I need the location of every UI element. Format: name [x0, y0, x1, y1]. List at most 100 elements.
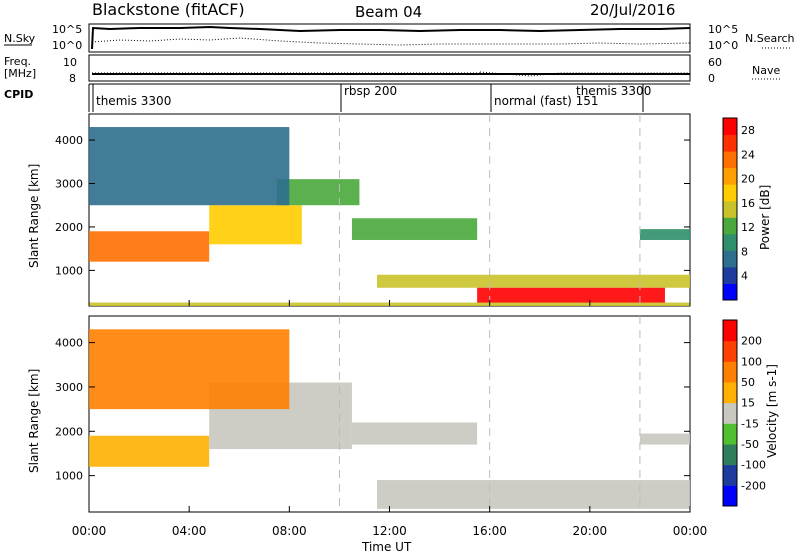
y-tick-label-1: 2000 [55, 425, 83, 438]
nsky-tick-top: 10^5 [52, 23, 82, 36]
nsearch-tick-top: 10^5 [708, 23, 738, 36]
data-region-4 [89, 329, 290, 410]
data-region-0 [89, 231, 210, 262]
colorbar-swatch-2 [723, 250, 737, 268]
velocity-cells [89, 316, 690, 512]
colorbar-tick-3: 15 [741, 397, 755, 410]
colorbar-tick-7: -200 [741, 479, 766, 492]
y-tick-label-0: 1000 [55, 264, 83, 277]
nsearch-tick-bottom: 10^0 [708, 39, 738, 52]
cpid-label: CPID [4, 88, 33, 101]
colorbar-tick-5: -50 [741, 438, 759, 451]
y-tick-label-2: 3000 [55, 381, 83, 394]
nsky-tick-bottom: 10^0 [52, 39, 82, 52]
data-region-2 [351, 422, 478, 445]
colorbar-swatch-7 [723, 167, 737, 185]
colorbar-tick-1: 100 [741, 355, 762, 368]
cpid-segment-1: rbsp 200 [344, 84, 397, 98]
data-region-5 [376, 274, 690, 288]
nave-tick-bottom: 0 [708, 72, 715, 85]
colorbar-swatch-4 [723, 402, 737, 424]
colorbar-swatch-0 [723, 485, 737, 507]
power-yticks: 1000 2000 3000 4000 [55, 134, 690, 277]
power-colorbar: 4 8 12 16 20 24 28 [722, 117, 755, 301]
colorbar-swatch-4 [723, 217, 737, 235]
x-tick-label-5: 20:00 [573, 524, 608, 538]
colorbar-swatch-6 [723, 184, 737, 202]
x-tick-label-1: 04:00 [172, 524, 207, 538]
colorbar-frame [722, 117, 738, 301]
colorbar-tick-4: 20 [741, 173, 755, 186]
colorbar-tick-6: -100 [741, 459, 766, 472]
nsky-trace [91, 25, 691, 50]
data-region-7 [639, 229, 690, 240]
data-region-5 [639, 433, 690, 445]
colorbar-tick-4: -15 [741, 417, 759, 430]
freq-tick-top: 10 [63, 56, 77, 69]
colorbar-swatch-8 [723, 151, 737, 169]
colorbar-tick-1: 8 [741, 245, 748, 258]
colorbar-swatch-5 [723, 382, 737, 404]
cpid-segment-0: themis 3300 [96, 94, 171, 108]
data-region-3 [376, 480, 690, 509]
colorbar-swatch-0 [723, 283, 737, 301]
colorbar-swatch-6 [723, 361, 737, 383]
colorbar-swatch-2 [723, 444, 737, 466]
colorbar-swatch-3 [723, 423, 737, 445]
data-region-1 [209, 205, 302, 245]
colorbar-swatch-1 [723, 464, 737, 486]
x-axis-ticks: 00:00 04:00 08:00 12:00 16:00 20:00 00:00 [72, 300, 707, 538]
colorbar-swatch-8 [723, 320, 737, 342]
cpid-strip: CPID themis 3300 rbsp 200 normal (fast) … [4, 83, 690, 112]
colorbar-tick-6: 28 [741, 124, 755, 137]
y-tick-label-3: 4000 [55, 337, 83, 350]
x-tick-label-4: 16:00 [472, 524, 507, 538]
velocity-ylabel: Slant Range [km] [27, 369, 41, 473]
power-colorbar-label: Power [dB] [758, 185, 772, 250]
freq-tick-bottom: 8 [69, 72, 76, 85]
colorbar-tick-3: 16 [741, 197, 755, 210]
data-region-0 [89, 435, 210, 467]
data-region-6 [477, 287, 665, 303]
velocity-panel: 1000 2000 3000 4000 Slant Range [km] 200 100… [27, 315, 779, 513]
data-region-2 [276, 179, 360, 206]
power-ylabel: Slant Range [km] [27, 164, 41, 268]
colorbar-swatch-7 [723, 340, 737, 362]
colorbar-tick-2: 50 [741, 376, 755, 389]
nave-label: Nave [752, 64, 780, 77]
colorbar-swatch-1 [723, 266, 737, 284]
station-title: Blackstone (fitACF) [92, 0, 245, 19]
x-tick-label-0: 00:00 [72, 524, 107, 538]
y-tick-label-3: 4000 [55, 134, 83, 147]
colorbar-frame [722, 319, 738, 507]
x-tick-label-2: 08:00 [272, 524, 307, 538]
y-tick-label-1: 2000 [55, 221, 83, 234]
colorbar-tick-0: 200 [741, 335, 762, 348]
nsearch-trace [91, 37, 691, 46]
y-tick-label-2: 3000 [55, 178, 83, 191]
colorbar-swatch-3 [723, 233, 737, 251]
colorbar-tick-2: 12 [741, 221, 755, 234]
power-cells [89, 114, 690, 306]
data-region-4 [89, 127, 290, 206]
velocity-colorbar: 200 100 50 15 -15 -50 -100 -200 [722, 319, 766, 507]
colorbar-tick-5: 24 [741, 148, 755, 161]
colorbar-swatch-10 [723, 118, 737, 136]
date-title: 20/Jul/2016 [590, 1, 675, 19]
x-axis-label: Time UT [361, 540, 412, 554]
beam-title: Beam 04 [355, 3, 422, 21]
power-panel: 1000 2000 3000 4000 Slant Range [km] 4 8 12 16… [27, 113, 772, 307]
cpid-segment-3: themis 3300 [576, 84, 651, 98]
freq-label: Freq. [4, 55, 31, 68]
velocity-yticks: 1000 2000 3000 4000 [55, 337, 690, 483]
colorbar-tick-0: 4 [741, 270, 748, 283]
colorbar-swatch-5 [723, 200, 737, 218]
nave-tick-top: 60 [708, 56, 722, 69]
freq-panel: Freq. [MHz] 10 8 60 0 Nave [4, 54, 782, 85]
nsky-label: N.Sky [4, 32, 36, 45]
nsky-panel: N.Sky 10^5 10^0 10^5 10^0 N.Search [4, 23, 795, 53]
data-region-3 [351, 218, 478, 240]
colorbar-swatch-9 [723, 134, 737, 152]
x-tick-label-3: 12:00 [372, 524, 407, 538]
